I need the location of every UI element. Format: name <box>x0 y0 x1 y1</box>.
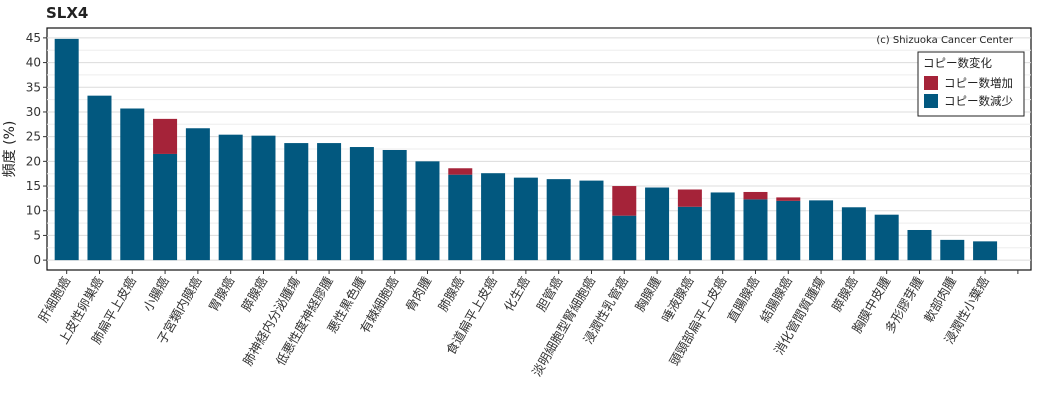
y-tick-label: 35 <box>26 80 41 94</box>
bar-segment <box>612 186 637 216</box>
x-tick-label: 肺腺癌 <box>435 274 467 314</box>
y-axis: 0 5 10 15 20 25 30 35 40 45 <box>26 31 47 267</box>
bar-segment <box>54 38 79 261</box>
y-tick-label: 40 <box>26 56 41 70</box>
credit-text: (c) Shizuoka Cancer Center <box>876 35 1014 46</box>
legend-swatch <box>924 76 938 90</box>
bar-segment <box>677 206 702 261</box>
legend-label: コピー数増加 <box>944 76 1013 90</box>
bar-segment <box>218 134 243 261</box>
y-tick-label: 10 <box>26 204 41 218</box>
chart-title: SLX4 <box>46 4 88 22</box>
bar-segment <box>677 189 702 207</box>
x-tick-label: 化生癌 <box>501 274 533 314</box>
bar-segment <box>612 215 637 261</box>
legend-title: コピー数変化 <box>923 56 992 70</box>
bar-segment <box>153 118 178 154</box>
legend-label: コピー数減少 <box>944 94 1013 108</box>
bar-segment <box>448 174 473 261</box>
bar-segment <box>973 241 998 261</box>
bar-segment <box>645 187 670 261</box>
bar-segment <box>743 199 768 261</box>
bar-segment <box>776 197 801 201</box>
grid-lines <box>47 37 1031 261</box>
bar-segment <box>251 135 276 261</box>
bar-segment <box>185 128 210 261</box>
bar-segment <box>907 229 932 261</box>
x-tick-label: 膵腺癌 <box>238 274 270 314</box>
y-tick-label: 30 <box>26 105 41 119</box>
bar-segment <box>710 192 735 261</box>
bar-segment <box>284 143 309 261</box>
x-tick-label: 骨肉腫 <box>402 274 434 314</box>
bar-segment <box>153 153 178 261</box>
y-tick-label: 45 <box>26 31 41 45</box>
x-tick-label: 小腸癌 <box>140 274 172 314</box>
bar-segment <box>743 191 768 200</box>
bar-segment <box>481 173 506 261</box>
x-tick-label: 胸腺腫 <box>632 274 664 314</box>
y-tick-label: 0 <box>33 253 41 267</box>
bar-segment <box>874 214 899 261</box>
x-tick-label: 胆管癌 <box>534 274 566 314</box>
bar-segment <box>513 177 538 261</box>
bar-segment <box>579 180 604 261</box>
bar-segment <box>87 95 112 261</box>
bar-segment <box>546 179 571 261</box>
legend-swatch <box>924 94 938 108</box>
bar-segment <box>120 108 145 261</box>
bar-segment <box>776 200 801 261</box>
y-tick-label: 5 <box>33 228 41 242</box>
bar-segment <box>415 161 440 261</box>
x-tick-label: 胃腺癌 <box>206 274 238 314</box>
y-tick-label: 15 <box>26 179 41 193</box>
bar-segment <box>349 147 374 261</box>
y-tick-label: 20 <box>26 154 41 168</box>
bar-segment <box>317 143 342 261</box>
bar-segment <box>841 207 866 261</box>
y-axis-title: 頻度 (%) <box>2 121 18 178</box>
bars <box>54 38 998 261</box>
bar-segment <box>448 168 473 175</box>
bar-segment <box>809 200 834 261</box>
bar-segment <box>940 239 965 261</box>
x-tick-label: 膵腺癌 <box>829 274 861 314</box>
bar-segment <box>382 149 407 261</box>
y-tick-label: 25 <box>26 130 41 144</box>
